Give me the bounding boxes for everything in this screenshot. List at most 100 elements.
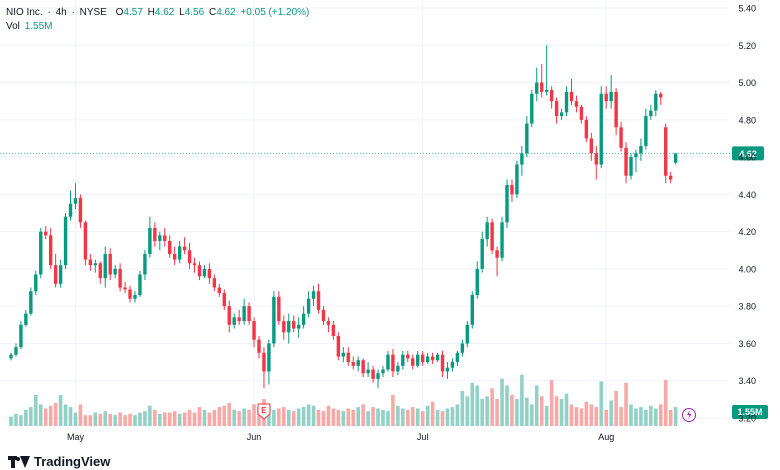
candle[interactable] <box>267 339 271 385</box>
candle[interactable] <box>579 104 584 124</box>
candle[interactable] <box>420 350 425 366</box>
candle[interactable] <box>227 300 231 333</box>
candle[interactable] <box>282 315 286 340</box>
tradingview-logo[interactable]: TradingView <box>8 454 110 469</box>
candle[interactable] <box>505 179 509 228</box>
candle[interactable] <box>564 86 569 117</box>
candle[interactable] <box>530 90 534 128</box>
candle[interactable] <box>88 254 93 271</box>
candle[interactable] <box>430 352 435 364</box>
candle[interactable] <box>58 259 63 288</box>
candle[interactable] <box>465 321 470 348</box>
candle[interactable] <box>604 86 608 109</box>
candle[interactable] <box>48 227 53 269</box>
candle[interactable] <box>168 235 172 258</box>
candle[interactable] <box>133 291 137 303</box>
candle[interactable] <box>292 315 296 333</box>
candle[interactable] <box>103 246 107 288</box>
candle[interactable] <box>619 121 623 152</box>
candle[interactable] <box>24 309 28 327</box>
candle[interactable] <box>113 265 117 279</box>
candle[interactable] <box>401 350 405 370</box>
candle[interactable] <box>584 116 589 143</box>
candle[interactable] <box>277 291 281 325</box>
candle[interactable] <box>331 321 336 340</box>
candle[interactable] <box>475 261 479 299</box>
candle[interactable] <box>639 138 643 161</box>
candle[interactable] <box>450 358 455 372</box>
candle[interactable] <box>187 242 192 269</box>
earnings-marker[interactable]: E <box>257 403 271 420</box>
candle[interactable] <box>381 365 385 377</box>
candle[interactable] <box>321 306 326 325</box>
candle[interactable] <box>78 194 83 228</box>
candle[interactable] <box>406 350 410 363</box>
candle[interactable] <box>376 369 380 389</box>
candle[interactable] <box>366 362 370 377</box>
candle[interactable] <box>500 216 504 262</box>
candle[interactable] <box>480 231 484 273</box>
candle[interactable] <box>341 347 346 363</box>
candle[interactable] <box>361 358 365 377</box>
candle[interactable] <box>391 349 395 377</box>
candle[interactable] <box>108 248 112 281</box>
candle[interactable] <box>346 347 350 366</box>
candle[interactable] <box>510 179 514 202</box>
candle[interactable] <box>148 216 152 258</box>
candle[interactable] <box>649 104 653 120</box>
candle[interactable] <box>197 261 202 281</box>
legend-symbol[interactable]: NIO Inc. <box>6 7 43 18</box>
candle[interactable] <box>93 259 98 273</box>
candle[interactable] <box>9 352 13 361</box>
candle[interactable] <box>520 145 524 176</box>
candle[interactable] <box>217 283 222 297</box>
candle[interactable] <box>158 231 162 251</box>
candle[interactable] <box>311 285 316 307</box>
candle[interactable] <box>554 97 559 124</box>
candle[interactable] <box>460 339 465 357</box>
lightning-icon[interactable] <box>682 408 696 422</box>
candle[interactable] <box>634 149 638 172</box>
candle[interactable] <box>257 336 261 359</box>
candle[interactable] <box>416 350 420 368</box>
candle[interactable] <box>63 213 68 269</box>
candle[interactable] <box>128 285 132 303</box>
candle[interactable] <box>569 78 574 105</box>
candle[interactable] <box>39 227 43 279</box>
candle[interactable] <box>177 240 182 264</box>
candle[interactable] <box>44 226 48 240</box>
candle[interactable] <box>455 350 460 366</box>
candle[interactable] <box>445 362 450 379</box>
candle[interactable] <box>371 365 375 383</box>
candle[interactable] <box>29 287 33 316</box>
candle[interactable] <box>668 172 673 184</box>
candle[interactable] <box>301 306 306 329</box>
candle[interactable] <box>222 289 226 310</box>
candle[interactable] <box>98 261 102 284</box>
candle[interactable] <box>252 317 256 348</box>
candle[interactable] <box>609 75 613 109</box>
candle[interactable] <box>525 116 529 158</box>
candle[interactable] <box>559 108 564 120</box>
candle[interactable] <box>490 218 494 254</box>
candle[interactable] <box>247 302 251 325</box>
candle[interactable] <box>237 309 241 325</box>
candle[interactable] <box>296 317 301 338</box>
candle[interactable] <box>83 220 88 266</box>
candle[interactable] <box>614 88 618 135</box>
candle[interactable] <box>549 86 554 109</box>
candle[interactable] <box>306 291 311 318</box>
candle[interactable] <box>396 362 400 376</box>
candle[interactable] <box>495 246 499 277</box>
candle[interactable] <box>624 142 628 184</box>
candle[interactable] <box>262 347 266 389</box>
candle[interactable] <box>143 250 147 281</box>
candle[interactable] <box>356 356 360 372</box>
candle[interactable] <box>182 237 187 254</box>
candle[interactable] <box>411 354 415 370</box>
candle[interactable] <box>351 356 355 370</box>
candle[interactable] <box>589 132 594 161</box>
candle[interactable] <box>73 183 78 210</box>
candle[interactable] <box>386 350 390 372</box>
candle[interactable] <box>336 332 341 361</box>
